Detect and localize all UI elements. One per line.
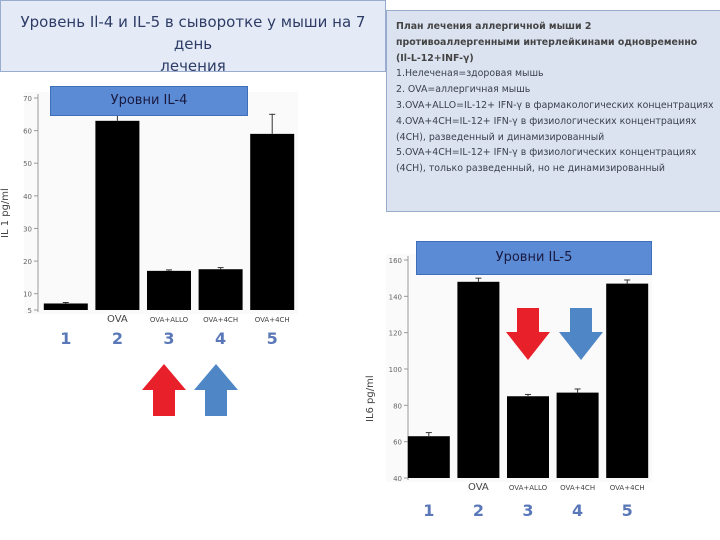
il5-category-label: OVA+4CH (610, 484, 645, 492)
il5-y-tick-label: 160 (389, 257, 402, 265)
il4-bar (95, 120, 140, 310)
il5-category-number: 4 (572, 501, 583, 520)
plan-item-1: 1.Нелеченая=здоровая мышь (396, 68, 544, 80)
plan-item-2: 2. OVA=аллергичная мышь (396, 84, 531, 96)
il5-category-number: 2 (473, 501, 484, 520)
page-title: Уровень Il-4 и IL-5 в сыворотке у мыши н… (0, 0, 386, 75)
il5-chart-svg: 40 60 80 100 120 140 160 1 OVA 2 OVA+ALLO 3 OVA+4CH 4… (386, 254, 652, 520)
il4-category-number: 4 (215, 329, 226, 348)
il4-y-tick-label: 30 (23, 225, 32, 233)
plan-item-4: 4.OVA+4CH=IL-12+ IFN-γ в физиологических… (396, 115, 697, 143)
il4-y-tick-label: 20 (23, 258, 32, 266)
blue-arrow-down-icon (559, 308, 603, 360)
il5-y-tick-label: 60 (393, 439, 402, 447)
il4-category-number: 2 (112, 329, 123, 348)
plan-heading: План лечения аллергичной мыши 2 противоа… (396, 21, 698, 64)
il5-category-label: OVA+ALLO (509, 484, 548, 492)
il4-chart-title: Уровни IL-4 (50, 86, 248, 116)
blue-arrow-up-icon (194, 364, 238, 416)
il5-category-label: OVA+4CH (560, 484, 595, 492)
il5-bar (507, 396, 549, 478)
il5-y-tick-label: 120 (389, 330, 402, 338)
plan-item-3: 3.OVA+ALLO=IL-12+ IFN-γ в фармакологичес… (396, 99, 714, 111)
treatment-plan: План лечения аллергичной мыши 2 противоа… (386, 10, 720, 212)
il5-category-number: 5 (622, 501, 633, 520)
il5-chart-title: Уровни IL-5 (416, 241, 652, 275)
il4-chart: 5 10 20 30 40 50 60 70 1 OVA 2 OVA+ALLO 3 OVA+4CH 4 OVA… (0, 80, 386, 425)
il5-y-tick-label: 80 (393, 402, 402, 410)
il4-y-tick-label: 60 (23, 128, 32, 136)
il4-category-label: OVA+4CH (255, 316, 290, 324)
il4-category-label: OVA+ALLO (150, 316, 189, 324)
red-arrow-up-icon (142, 364, 186, 416)
il4-bar (147, 270, 191, 310)
il4-y-axis-label: IL 1 pg/ml (0, 188, 11, 238)
il4-bar (198, 269, 243, 310)
red-arrow-down-icon (506, 308, 550, 360)
il5-bar (457, 281, 500, 478)
il5-bar (606, 283, 649, 478)
il4-y-tick-label: 50 (23, 160, 32, 168)
title-line-1: Уровень Il-4 и IL-5 в сыворотке у мыши н… (20, 13, 366, 53)
il4-y-tick-label: 5 (28, 307, 32, 315)
il5-y-tick-label: 140 (389, 293, 402, 301)
il4-chart-svg: 5 10 20 30 40 50 60 70 1 OVA 2 OVA+ALLO 3 OVA+4CH 4 OVA… (23, 92, 298, 416)
il4-y-tick-label: 40 (23, 193, 32, 201)
il5-category-label: OVA (468, 482, 489, 493)
il4-bar (43, 303, 88, 310)
il4-y-tick-label: 10 (23, 291, 32, 299)
il4-category-number: 1 (60, 329, 71, 348)
plan-item-5: 5.OVA+4CH=IL-12+ IFN-γ в физиологических… (396, 147, 697, 175)
il4-y-tick-label: 70 (23, 95, 32, 103)
il5-category-number: 1 (423, 501, 434, 520)
il4-category-label: OVA (107, 314, 128, 325)
il5-y-tick-label: 40 (393, 475, 402, 483)
title-line-2: лечения (160, 57, 226, 75)
il4-category-label: OVA+4CH (203, 316, 238, 324)
il5-bar (407, 436, 450, 478)
il5-category-number: 3 (522, 501, 533, 520)
il5-bar (556, 392, 599, 478)
il4-bar (250, 133, 295, 310)
il4-category-number: 3 (163, 329, 174, 348)
il5-y-tick-label: 100 (389, 366, 402, 374)
il4-category-number: 5 (267, 329, 278, 348)
il5-chart: 40 60 80 100 120 140 160 1 OVA 2 OVA+ALLO 3 OVA+4CH 4… (362, 236, 720, 540)
